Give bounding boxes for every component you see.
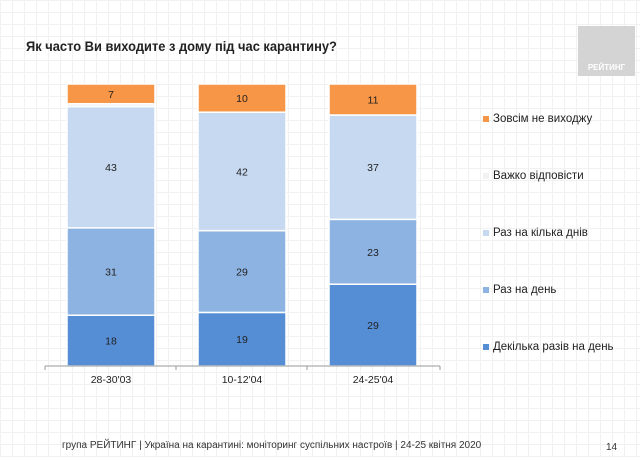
data-label: 42 [236,166,248,178]
data-label: 19 [236,334,248,346]
data-label: 43 [105,162,117,174]
bar-segment [328,83,418,116]
logo: РЕЙТИНГ [578,26,635,76]
bar-segment [328,114,418,221]
legend-label: Зовсім не виходжу [493,113,593,125]
data-label: 11 [368,95,379,107]
data-label: 18 [105,336,117,348]
legend-item: Важко відповісти [483,170,584,182]
data-label: 29 [367,320,379,332]
logo-text: РЕЙТИНГ [587,63,626,72]
legend-label: Раз на кілька днів [493,227,588,239]
legend-swatch [483,115,489,122]
footer: група РЕЙТИНГ | Україна на карантині: мо… [62,440,482,451]
legend-swatch [483,172,489,179]
legend-label: Декілька разів на день [493,341,614,353]
bar-segment [197,83,287,113]
data-label: 29 [236,267,248,279]
x-tick-label: 28-30'03 [91,374,132,386]
bar-segment [328,283,418,367]
legend-label: Раз на день [493,284,557,296]
bar-segment [328,218,418,285]
bar-segment [66,83,156,105]
bar-segment [197,229,287,314]
data-label: 37 [367,162,379,174]
legend-item: Зовсім не виходжу [483,113,592,125]
legend-item: Раз на день [483,284,556,296]
legend-label: Важко відповісти [493,170,584,182]
chart-title: Як часто Ви виходите з дому під час кара… [26,38,337,54]
bar-segment [66,314,156,367]
legend-item: Декілька разів на день [483,341,614,353]
x-tick-label: 24-25'04 [353,374,394,386]
data-label: 10 [236,93,248,105]
legend-swatch [483,229,489,236]
data-label: 31 [105,267,117,279]
page-number: 14 [606,442,618,453]
bar-segment [197,311,287,367]
legend-swatch [483,343,489,350]
legend-swatch [483,286,489,293]
legend-item: Раз на кілька днів [483,227,588,239]
data-label: 7 [108,89,114,101]
bar-segment [66,105,156,229]
x-tick-label: 10-12'04 [222,374,263,386]
data-label: 23 [367,247,379,259]
